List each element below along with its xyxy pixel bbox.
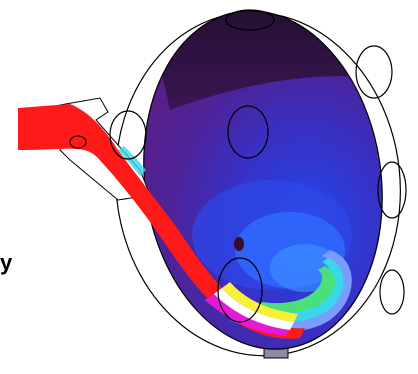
hole-circle-icon (109, 110, 147, 160)
hole-circle-icon (377, 161, 407, 219)
hole-circle-icon (227, 105, 269, 159)
hole-circle-icon (225, 9, 275, 31)
inflow-jet (18, 104, 305, 339)
hole-circle-icon (355, 45, 393, 99)
hole-circle-icon (69, 135, 87, 149)
edge-glyph: y (0, 250, 13, 275)
hole-circle-icon (217, 257, 263, 323)
hole-circle-icon (379, 269, 405, 315)
